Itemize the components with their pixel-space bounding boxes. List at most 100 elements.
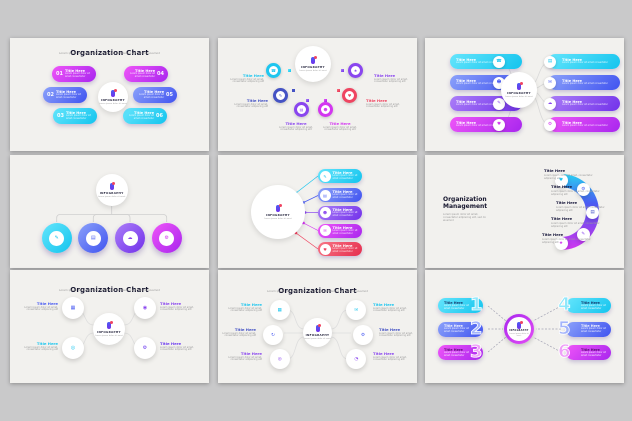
cloud-icon: ☁ [544,97,556,110]
item-desc: Lorem ipsum dolor sit amet consectetur [129,114,155,121]
list-entry: Title Here Lorem ipsum dolor sit amet, c… [551,184,611,195]
label-title: Title Here [285,121,307,126]
item-desc: Lorem ipsum dolor sit amet consectetur [581,327,606,334]
label-desc: Lorem ipsum dolor sit amet, consectetur … [374,77,408,84]
list-entry: Title Here Lorem ipsum dolor sit amet, c… [544,168,604,180]
list-entry: Title Here Lorem ipsum dolor sit amet, c… [542,232,602,243]
center-brand-node: INFOGRAPHY Lorem ipsum dolor sit amet [251,185,305,239]
item-title: Title Here [581,324,600,329]
chart-icon: ▤ [90,235,96,241]
item-title: Title Here [144,90,165,95]
item-desc: Lorem ipsum dolor sit amet consectetur [332,193,358,200]
infography-logo-icon [276,203,282,212]
ring-node: ✎ [273,88,288,103]
brand-tagline: Lorem ipsum dolor sit amet [303,338,332,340]
slide-thumbnail-9[interactable]: Title Here Lorem ipsum dolor sit amet con… [425,270,624,383]
label-title: Title Here [374,73,396,78]
mail-icon: ✉ [544,76,556,89]
node-label: Title Here Lorem ipsum dolor sit amet, c… [374,73,412,84]
slide-thumbnail-1[interactable]: Organization Chart Lorem ipsum dolor sit… [10,38,209,151]
slide-thumbnail-4[interactable]: INFOGRAPHY Lorem ipsum dolor sit amet ✎ … [10,155,209,268]
entry-desc: Lorem ipsum dolor sit amet, consectetur … [544,173,593,180]
entry-title: Title Here [542,232,564,237]
slide-thumbnail-7[interactable]: Organization Chart Lorem ipsum dolor sit… [10,270,209,383]
pencil-icon: ✎ [278,93,283,98]
chart-item-pill-03: 03 Title Here Lorem ipsum dolor sit amet … [53,108,97,124]
node-label: Title Here Lorem ipsum dolor sit amet, c… [24,341,58,352]
infography-logo-icon [107,320,113,329]
item-number: 06 [156,113,163,119]
connector-dot [292,89,295,92]
item-number: 04 [157,71,164,77]
slide-thumbnail-8[interactable]: Organization Chart Lorem ipsum dolor sit… [218,270,417,383]
center-brand-node: INFOGRAPHY Lorem ipsum dolor sit amet [93,313,125,345]
brand-name: INFOGRAPHY [101,97,125,102]
connector-dot [324,99,327,102]
star-icon: ★ [353,68,358,73]
slide-thumbnail-5[interactable]: INFOGRAPHY Lorem ipsum dolor sit amet ✎ … [218,155,417,268]
chart-icon: ▤ [544,55,556,68]
org-node: ↻ [263,325,283,346]
target-icon: ◎ [70,345,76,351]
pencil-icon: ✎ [54,235,59,241]
item-number: 5 [558,317,571,339]
grid-icon: ▦ [277,307,282,313]
org-node: ✉ [346,300,367,320]
label-desc: Lorem ipsum dolor sit amet, consectetur … [373,355,407,362]
brand-tagline: Lorem ipsum dolor sit amet [505,95,533,98]
brand-name: INFOGRAPHY [99,190,124,195]
infography-logo-icon [517,320,523,329]
item-title: Title Here [562,121,582,126]
crescent-graphic: ♥ ⚙ ▤ ✎ ★ [523,174,599,250]
brand-name: INFOGRAPHY [507,90,531,95]
gear-icon: ⚙ [544,118,556,131]
branch-pill: ✎ Title Here Lorem ipsum dolor sit amet c… [318,169,362,183]
label-desc: Lorem ipsum dolor sit amet, consectetur … [230,77,264,84]
mail-icon: ✉ [323,228,327,233]
slide-thumbnail-2[interactable]: INFOGRAPHY Lorem ipsum dolor sit amet ☎ … [218,38,417,151]
branch-pill: ☻ Title Here Lorem ipsum dolor sit amet c… [318,205,362,220]
chart-item-pill-04: 04 Title Here Lorem ipsum dolor sit amet … [124,66,168,82]
phone-icon: ☎ [271,68,276,73]
label-title: Title Here [36,341,58,346]
item-number: 4 [558,294,571,315]
label-title: Title Here [366,98,388,103]
label-desc: Lorem ipsum dolor sit amet, consectetur … [323,125,357,132]
heart-icon: ♥ [493,118,505,131]
star-icon: ★ [558,241,564,246]
item-title: Title Here [332,225,353,230]
list-pill: Title Here Lorem ipsum dolor sit amet con… [548,75,620,90]
heart-icon: ♥ [347,93,352,98]
numbered-pill: Title Here Lorem ipsum dolor sit amet con… [438,298,483,313]
slide-thumbnail-3[interactable]: Title Here Lorem ipsum dolor sit amet con… [425,38,624,151]
gear-icon: ⚙ [360,332,366,338]
org-node: ◉ [134,297,156,319]
slide-title-block: Organization Management Lorem ipsum dolo… [443,196,501,222]
item-desc: Lorem ipsum dolor sit amet consectetur [332,174,358,181]
item-number: 02 [47,92,54,98]
label-title: Title Here [160,301,182,306]
org-node: ⚙ [353,325,373,346]
node-label: Title Here Lorem ipsum dolor sit amet, c… [226,351,262,362]
chart-item-pill-06: 06 Title Here Lorem ipsum dolor sit amet … [123,108,167,124]
item-desc: Lorem ipsum dolor sit amet consectetur [65,114,91,121]
slide-title: Organization Chart [70,49,149,57]
heart-icon: ♥ [558,178,564,183]
item-desc: Lorem ipsum dolor sit amet consectetur [130,72,156,79]
item-desc: Lorem ipsum dolor sit amet consectetur [456,82,502,86]
node-label: Title Here Lorem ipsum dolor sit amet, c… [232,98,268,109]
center-brand-node: INFOGRAPHY Lorem ipsum dolor sit amet [295,46,331,82]
slide-title: Organization Chart [70,286,149,294]
label-title: Title Here [373,302,395,307]
numbered-pill: Title Here Lorem ipsum dolor sit amet con… [566,345,611,360]
item-title: Title Here [444,300,463,305]
item-desc: Lorem ipsum dolor sit amet consectetur [332,228,358,235]
user-icon: ☻ [323,107,328,112]
item-number: 6 [558,341,571,362]
arc-node: ▤ [586,205,599,219]
infography-logo-icon [315,324,321,332]
slide-thumbnail-6[interactable]: Organization Management Lorem ipsum dolo… [425,155,624,268]
user-icon: ☻ [496,80,502,85]
item-title: Title Here [456,121,476,126]
